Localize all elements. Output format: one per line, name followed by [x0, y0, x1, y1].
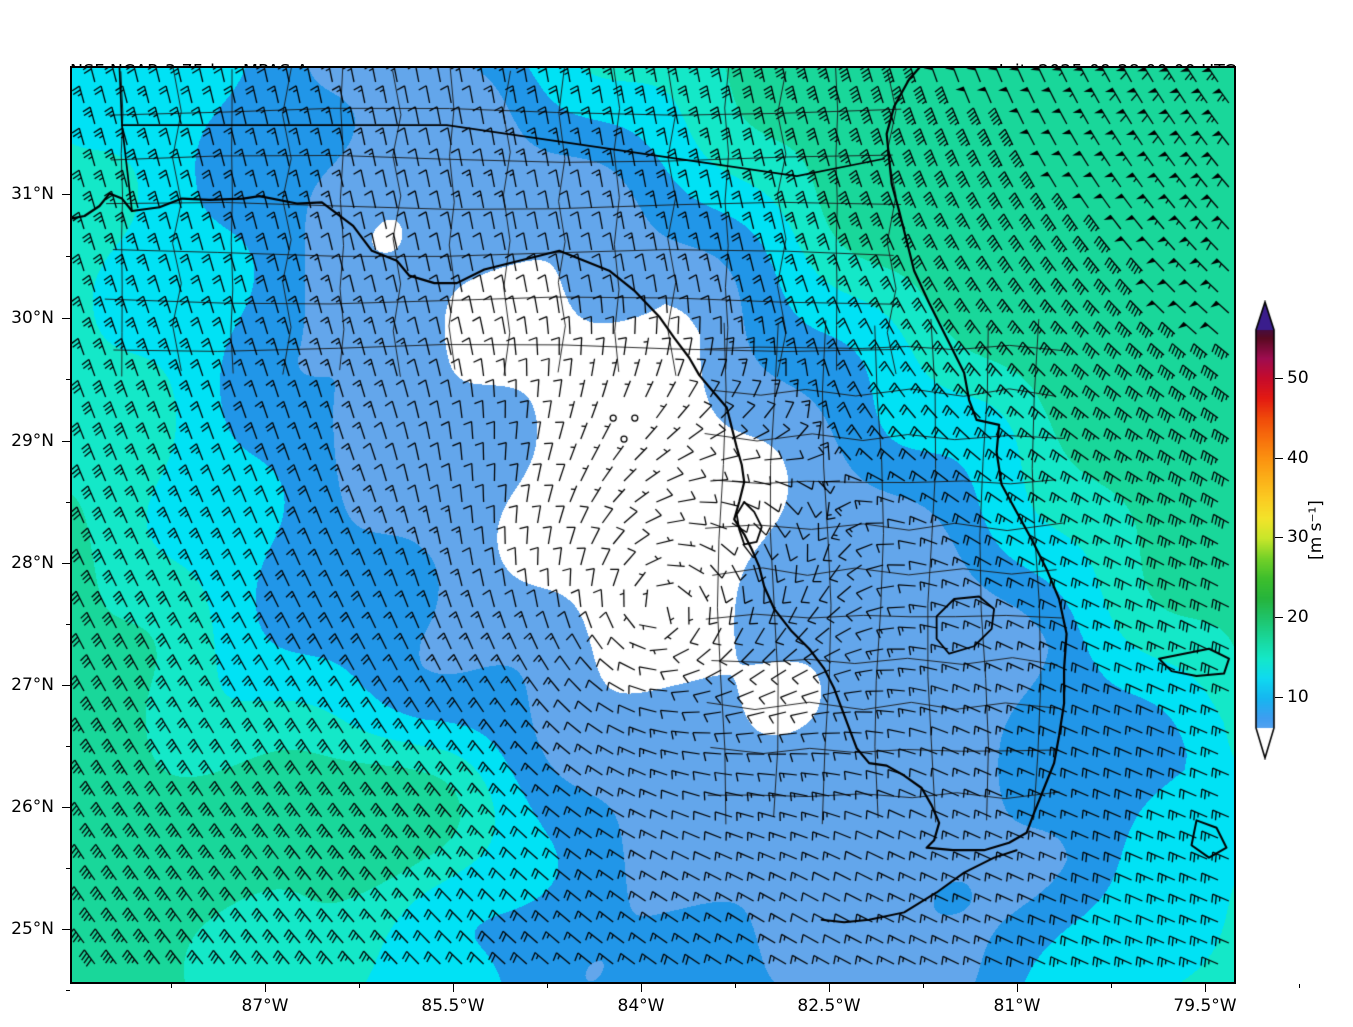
ytick-minor-4 — [66, 746, 70, 747]
colorbar-gradient — [1253, 300, 1277, 760]
ytick-mark-29 — [62, 441, 70, 442]
xtick-label-84°W: 84°W — [617, 996, 665, 1016]
colorbar-tick-40 — [1275, 458, 1283, 459]
xtick-mark-84°W — [641, 984, 642, 992]
colorbar-tick-label-30: 30 — [1287, 527, 1309, 547]
xtick-minor-3 — [735, 984, 736, 988]
ytick-mark-28 — [62, 563, 70, 564]
ytick-mark-31 — [62, 194, 70, 195]
xtick-mark-85.5°W — [453, 984, 454, 992]
ytick-minor-3 — [66, 624, 70, 625]
xtick-minor-1 — [359, 984, 360, 988]
map-plot-frame — [70, 66, 1236, 984]
ytick-minor-0 — [66, 256, 70, 257]
xtick-mark-79.5°W — [1205, 984, 1206, 992]
xtick-label-85.5°W: 85.5°W — [421, 996, 485, 1016]
colorbar-tick-20 — [1275, 617, 1283, 618]
ytick-minor-6 — [66, 990, 70, 991]
xtick-mark-81°W — [1017, 984, 1018, 992]
colorbar-tick-10 — [1275, 697, 1283, 698]
xtick-minor-6 — [1299, 984, 1300, 988]
ytick-label-29: 29°N — [11, 431, 54, 451]
colorbar — [1253, 300, 1277, 760]
xtick-minor-5 — [1111, 984, 1112, 988]
colorbar-tick-label-50: 50 — [1287, 368, 1309, 388]
colorbar-tick-label-40: 40 — [1287, 448, 1309, 468]
xtick-minor-4 — [923, 984, 924, 988]
xtick-label-82.5°W: 82.5°W — [797, 996, 861, 1016]
ytick-label-27: 27°N — [11, 675, 54, 695]
ytick-label-30: 30°N — [11, 308, 54, 328]
colorbar-axis-label: [m s⁻¹] — [1306, 500, 1326, 560]
ytick-minor-2 — [66, 502, 70, 503]
ytick-minor-5 — [66, 868, 70, 869]
xtick-label-79.5°W: 79.5°W — [1173, 996, 1237, 1016]
colorbar-tick-label-10: 10 — [1287, 687, 1309, 707]
xtick-minor-2 — [547, 984, 548, 988]
ytick-label-28: 28°N — [11, 553, 54, 573]
xtick-mark-87°W — [265, 984, 266, 992]
xtick-mark-82.5°W — [829, 984, 830, 992]
ytick-mark-26 — [62, 807, 70, 808]
colorbar-tick-30 — [1275, 537, 1283, 538]
ytick-mark-30 — [62, 318, 70, 319]
ytick-label-31: 31°N — [11, 184, 54, 204]
ytick-label-26: 26°N — [11, 797, 54, 817]
colorbar-tick-label-20: 20 — [1287, 607, 1309, 627]
xtick-minor-0 — [171, 984, 172, 988]
colorbar-tick-50 — [1275, 378, 1283, 379]
ytick-mark-25 — [62, 929, 70, 930]
xtick-label-87°W: 87°W — [241, 996, 289, 1016]
xtick-label-81°W: 81°W — [993, 996, 1041, 1016]
ytick-mark-27 — [62, 685, 70, 686]
ytick-minor-1 — [66, 379, 70, 380]
ytick-label-25: 25°N — [11, 919, 54, 939]
weather-map-canvas — [72, 68, 1234, 982]
